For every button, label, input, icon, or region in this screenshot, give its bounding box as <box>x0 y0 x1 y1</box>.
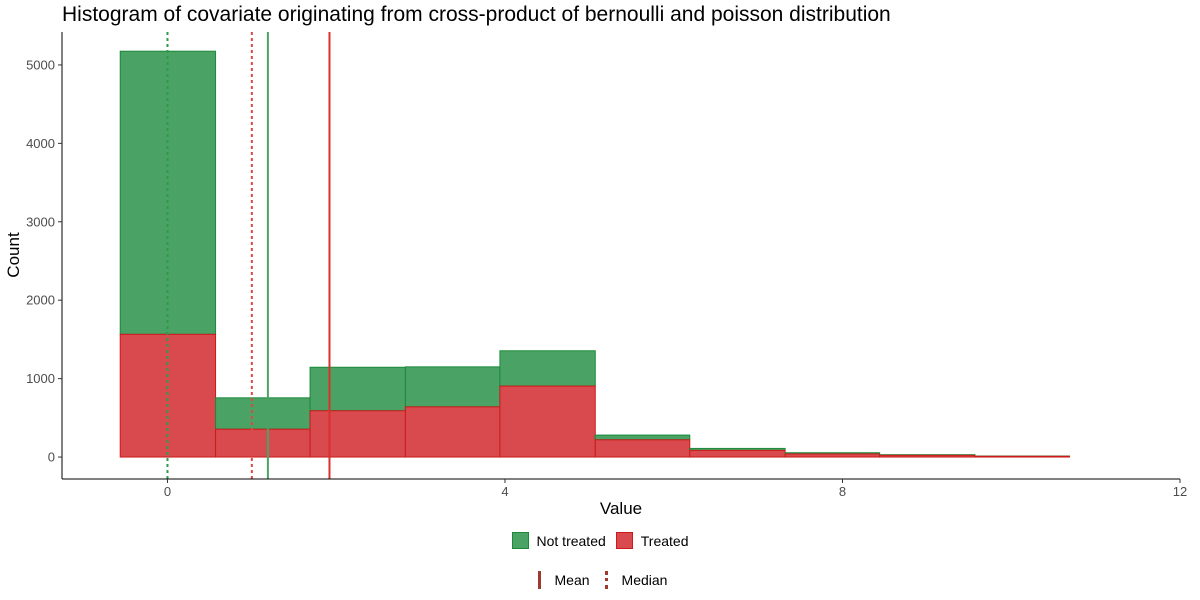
legend-label-not-treated: Not treated <box>536 532 606 549</box>
bar-not-treated-3 <box>404 366 501 408</box>
line-legend: Mean Median <box>0 571 1200 589</box>
legend-swatch-not-treated <box>511 532 529 549</box>
legend-item-median: Median <box>600 571 668 589</box>
y-tick-label-1000: 1000 <box>26 371 55 386</box>
bar-treated-3 <box>404 406 501 458</box>
legend-label-median: Median <box>621 572 668 588</box>
legend-item-mean: Mean <box>533 571 590 589</box>
y-tick-label-0: 0 <box>48 450 55 465</box>
x-tick-label-4: 4 <box>501 484 508 499</box>
bar-not-treated-2 <box>309 366 406 412</box>
bar-treated-9 <box>974 455 1070 458</box>
legend-item-treated: Treated <box>615 532 689 549</box>
x-tick-label-0: 0 <box>164 484 171 499</box>
legend-label-mean: Mean <box>554 572 590 588</box>
bar-treated-4 <box>499 385 596 458</box>
bars-layer <box>119 50 1070 458</box>
y-tick-label-4000: 4000 <box>26 136 55 151</box>
chart-title: Histogram of covariate originating from … <box>62 3 891 26</box>
axes-layer: 0 1000 2000 3000 4000 5000 0 4 8 12 <box>26 32 1187 499</box>
fill-legend: Not treated Treated <box>0 532 1200 549</box>
x-tick-label-8: 8 <box>839 484 846 499</box>
bar-treated-2 <box>309 410 406 458</box>
x-axis-title: Value <box>600 499 642 518</box>
bar-not-treated-0 <box>119 50 217 335</box>
bar-treated-7 <box>784 453 881 458</box>
legend-label-treated: Treated <box>640 532 689 549</box>
bar-not-treated-1 <box>215 397 311 430</box>
legend-swatch-treated <box>615 532 633 549</box>
y-tick-label-5000: 5000 <box>26 57 55 72</box>
legend-item-not-treated: Not treated <box>511 532 606 549</box>
bar-not-treated-5 <box>594 434 691 441</box>
x-tick-label-12: 12 <box>1173 484 1187 499</box>
y-axis-title: Count <box>4 232 23 278</box>
y-tick-label-2000: 2000 <box>26 293 55 308</box>
legend-key-median <box>600 571 614 589</box>
bar-treated-8 <box>879 454 976 458</box>
reference-lines-layer <box>166 32 331 479</box>
legend-key-mean <box>533 571 547 589</box>
y-tick-label-3000: 3000 <box>26 214 55 229</box>
bar-treated-6 <box>689 449 786 458</box>
bar-treated-5 <box>594 439 691 458</box>
bar-treated-1 <box>215 428 311 458</box>
bar-not-treated-4 <box>499 350 596 387</box>
